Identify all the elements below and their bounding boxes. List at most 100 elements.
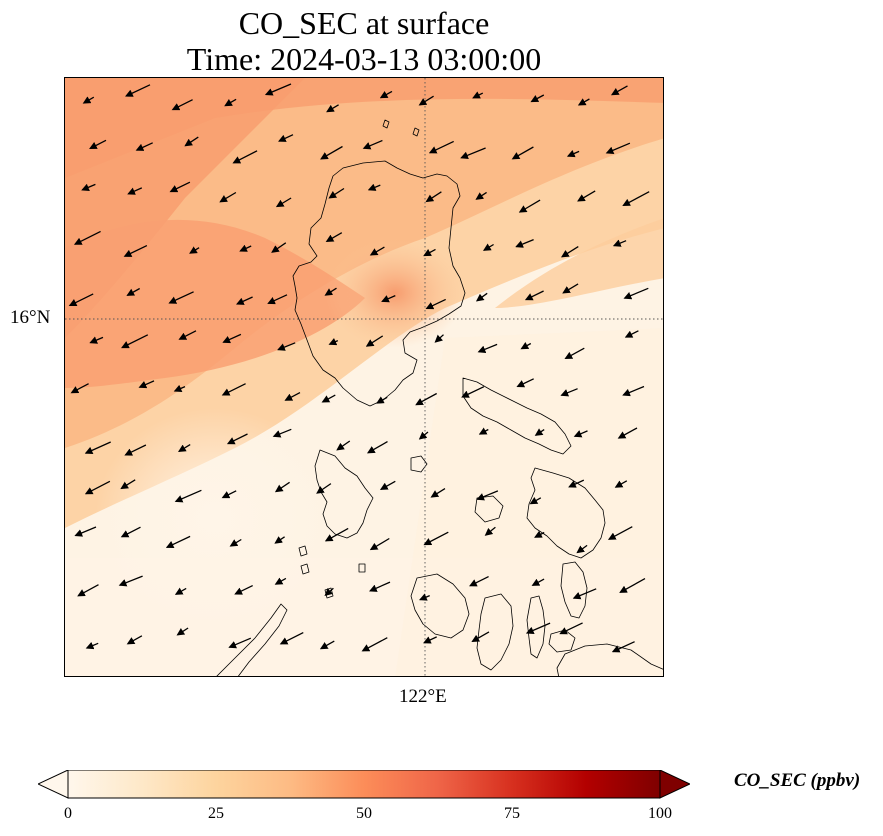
wind-arrow (232, 150, 258, 164)
wind-arrow (74, 526, 97, 537)
wind-arrow (68, 293, 94, 307)
lon-tick-label: 122°E (399, 686, 447, 707)
wind-arrow (81, 183, 96, 191)
wind-arrow (530, 94, 545, 103)
wind-arrow (121, 334, 149, 349)
wind-arrow (169, 181, 191, 193)
wind-arrow (264, 83, 292, 96)
wind-arrow (369, 537, 390, 551)
wind-arrow (482, 243, 494, 251)
wind-arrow (419, 593, 430, 601)
wind-arrow (366, 441, 388, 454)
wind-arrow (607, 526, 633, 540)
wind-arrow (89, 139, 107, 149)
wind-arrow (525, 622, 551, 635)
leyte-coastline (560, 561, 588, 619)
wind-arrow (361, 637, 388, 652)
wind-arrow (320, 145, 343, 160)
wind-arrow (274, 481, 290, 493)
wind-arrow (328, 337, 339, 346)
wind-arrow (84, 480, 111, 495)
colorbar-tick-3: 75 (504, 805, 520, 822)
wind-arrow (478, 427, 489, 435)
wind-arrow (70, 383, 89, 394)
wind-arrow (316, 483, 332, 494)
wind-arrow (518, 199, 541, 213)
wind-arrow (324, 527, 349, 542)
wind-arrow (85, 641, 99, 650)
map-title: CO_SEC at surface (238, 5, 490, 41)
wind-arrow (73, 230, 101, 245)
wind-arrow (165, 535, 191, 549)
wind-arrow (365, 335, 384, 347)
wind-arrow (234, 585, 253, 595)
wind-arrow (177, 444, 191, 452)
wind-arrow (566, 149, 580, 158)
wind-vectors (68, 83, 650, 653)
wind-arrow (425, 298, 446, 310)
wind-arrow (418, 95, 434, 106)
wind-arrow (476, 490, 499, 501)
wind-arrow (222, 333, 242, 344)
wind-arrow (560, 388, 578, 397)
wind-arrow (176, 627, 189, 636)
wind-arrow (534, 530, 545, 538)
wind-arrow (562, 283, 579, 294)
colorbar-tick-1: 25 (208, 805, 224, 822)
wind-arrow (120, 479, 136, 490)
wind-arrow (469, 576, 489, 587)
wind-arrow (559, 622, 583, 635)
wind-arrow (367, 183, 381, 191)
wind-arrow (475, 292, 488, 302)
wind-arrow (236, 296, 253, 305)
colorbar (38, 770, 690, 799)
wind-arrow (362, 139, 383, 150)
marinduque-coastline (410, 455, 428, 473)
wind-arrow (369, 246, 385, 256)
wind-arrow (184, 136, 199, 147)
wind-arrow (471, 631, 490, 643)
wind-arrow (611, 641, 635, 653)
wind-arrow (189, 246, 200, 254)
wind-arrow (617, 427, 638, 439)
wind-arrow (369, 581, 391, 592)
wind-arrow (515, 238, 534, 248)
concentration-field (65, 78, 663, 676)
wind-arrow (477, 343, 498, 353)
mindanao-coastline (556, 643, 663, 676)
wind-arrow (484, 526, 496, 536)
wind-arrow (125, 84, 151, 97)
wind-arrow (324, 287, 337, 296)
wind-arrow (475, 191, 487, 200)
colorbar-extend-high (659, 770, 690, 799)
wind-arrow (229, 538, 242, 547)
colorbar-tick-0: 0 (64, 805, 72, 822)
small-islands (298, 119, 420, 599)
wind-arrow (274, 536, 285, 544)
wind-arrow (336, 440, 351, 451)
colorbar-tick-4: 100 (648, 805, 672, 822)
wind-arrow (279, 632, 304, 645)
wind-arrow (271, 242, 287, 253)
wind-arrow (577, 190, 596, 202)
wind-arrow (239, 244, 252, 252)
wind-arrow (430, 488, 446, 498)
wind-arrow (174, 489, 202, 503)
wind-arrow (324, 587, 334, 597)
wind-arrow (274, 577, 287, 585)
wind-arrow (319, 640, 335, 650)
wind-arrow (622, 385, 645, 397)
wind-arrow (224, 98, 237, 107)
wind-arrow (321, 394, 336, 403)
wind-arrow (278, 134, 294, 142)
wind-arrow (219, 191, 237, 203)
wind-arrow (228, 637, 252, 649)
wind-arrow (415, 392, 438, 406)
lat-tick-label: 16°N (10, 307, 51, 328)
wind-arrow (89, 336, 104, 344)
wind-arrow (423, 636, 437, 644)
wind-arrow (275, 197, 292, 208)
wind-arrow (118, 575, 143, 587)
wind-arrow (168, 291, 194, 304)
wind-arrow (376, 396, 388, 404)
